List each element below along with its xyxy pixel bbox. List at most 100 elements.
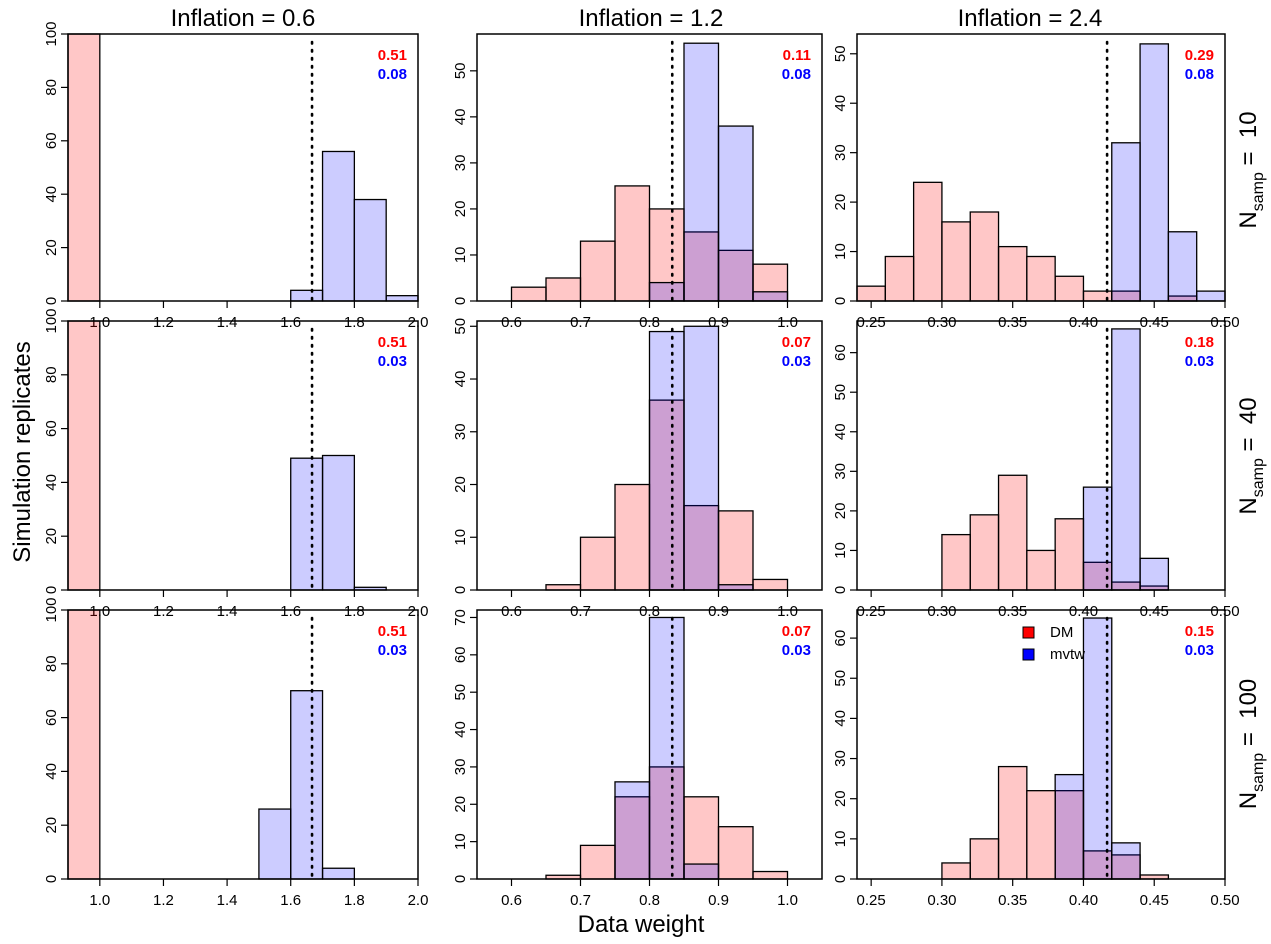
panel-3-3-ytick-label-6: 50 <box>832 670 849 687</box>
column-title-2: Inflation = 1.2 <box>579 5 724 32</box>
panel-3-2-ytick-label-7: 60 <box>452 646 469 663</box>
panel-2-1-stat-dm: 0.51 <box>378 334 407 351</box>
panel-2-2-ytick-label-2: 10 <box>452 529 469 546</box>
panel-3-2-dm-bar-7 <box>752 870 789 880</box>
legend-swatch-dm <box>1022 626 1035 639</box>
panel-1-3-ytick-label-1: 0 <box>832 297 849 305</box>
legend: DM mvtw <box>1022 624 1085 663</box>
panel-3-3-ytick-label-4: 30 <box>832 750 849 767</box>
panel-3-2-dm-bar-4 <box>648 766 685 880</box>
row-label-3: Nsamp = 100 <box>1235 679 1267 810</box>
panel-1-2-xtick-label-2: 0.7 <box>570 314 591 331</box>
panel-1-2-ytick-label-3: 20 <box>452 201 469 218</box>
panel-2-1-stat-mvtw: 0.03 <box>378 353 407 370</box>
panel-2-2-dm-bar-2 <box>579 536 616 591</box>
panel-3-2-ytick-label-5: 40 <box>452 721 469 738</box>
panel-3-3-ytick-label-1: 0 <box>832 875 849 883</box>
panel-2-2-ytick-label-3: 20 <box>452 476 469 493</box>
panel-1-1-stat-dm: 0.51 <box>378 47 407 64</box>
panel-3-1-ytick-label-6: 100 <box>43 597 60 622</box>
panel-1-2-ytick-label-6: 50 <box>452 62 469 79</box>
panel-1-1-mvtw-bar-4 <box>385 295 419 302</box>
panel-3-1-xtick-label-5: 1.8 <box>344 892 365 909</box>
panel-2-2-ytick-label-6: 50 <box>452 318 469 335</box>
panel-1-3-mvtw-bar-1 <box>1111 142 1141 302</box>
panel-2-2-xtick-label-5: 1.0 <box>777 603 798 620</box>
panel-1-3-dm-bar-6 <box>997 245 1028 302</box>
panel-2-2: 0.6 0.7 0.8 0.9 1.0 0 10 20 30 40 50 0.07 0.03 <box>452 318 823 620</box>
panel-1-3-xtick-label-3: 0.35 <box>998 314 1027 331</box>
panel-2-3-mvtw-bar-2 <box>1111 328 1141 591</box>
panel-3-2-dm-bar-2 <box>579 844 616 880</box>
row-label-2: Nsamp = 40 <box>1235 397 1267 514</box>
panel-2-3-ytick-label-6: 50 <box>832 384 849 401</box>
panel-3-3-xtick-label-2: 0.30 <box>927 892 956 909</box>
row-label-1-subscript: samp <box>1250 172 1267 211</box>
panel-2-3-mvtw-bar-3 <box>1139 557 1170 591</box>
x-axis-title: Data weight <box>578 911 705 938</box>
panel-2-1-xtick-label-4: 1.6 <box>280 603 301 620</box>
panel-3-2-mvtw-bar-2 <box>648 616 685 880</box>
panel-1-3-stat-mvtw: 0.08 <box>1185 66 1214 83</box>
panel-1-3-ytick-label-4: 30 <box>832 144 849 161</box>
panel-3-3-stat-mvtw: 0.03 <box>1185 642 1214 659</box>
legend-swatch-mvtw <box>1022 648 1035 661</box>
panel-3-1-xtick-label-3: 1.4 <box>217 892 238 909</box>
legend-label-dm: DM <box>1050 624 1073 641</box>
row-label-3-prefix: N <box>1235 792 1262 809</box>
column-title-1: Inflation = 0.6 <box>171 5 316 32</box>
panel-2-3-ytick-label-4: 30 <box>832 463 849 480</box>
panel-3-3-ytick-label-2: 10 <box>832 831 849 848</box>
panel-1-1-stat-mvtw: 0.08 <box>378 66 407 83</box>
panel-1-2-ytick-label-4: 30 <box>452 155 469 172</box>
row-label-3-subscript: samp <box>1250 753 1267 792</box>
panel-3-3-ytick-label-5: 40 <box>832 710 849 727</box>
panel-3-1-stat-dm: 0.51 <box>378 623 407 640</box>
panel-2-3-xtick-label-3: 0.35 <box>998 603 1027 620</box>
row-label-1: Nsamp = 10 <box>1235 111 1267 228</box>
panel-2-2-mvtw-bar-3 <box>717 584 754 591</box>
panel-1-3-xtick-label-1: 0.25 <box>857 314 886 331</box>
panel-3-2-xtick-label-1: 0.6 <box>501 892 522 909</box>
column-title-3: Inflation = 2.4 <box>958 5 1103 32</box>
panel-2-1-xtick-label-5: 1.8 <box>344 603 365 620</box>
panel-1-2-dm-bar-3 <box>579 240 616 302</box>
panel-1-1-ytick-label-1: 0 <box>43 297 60 305</box>
panel-1-3-stat-dm: 0.29 <box>1185 47 1214 64</box>
panel-3-1-ytick-label-2: 20 <box>43 817 60 834</box>
panel-2-2-stat-mvtw: 0.03 <box>782 353 811 370</box>
panel-2-2-xtick-label-3: 0.8 <box>639 603 660 620</box>
panel-3-3-xtick-label-4: 0.40 <box>1069 892 1098 909</box>
panel-2-1-mvtw-bar-2 <box>321 454 356 591</box>
panel-1-2-stat-mvtw: 0.08 <box>782 66 811 83</box>
panel-3-2-stat-dm: 0.07 <box>782 623 811 640</box>
panel-1-3-dm-bar-3 <box>912 181 943 302</box>
panel-2-1-ytick-label-6: 100 <box>43 308 60 333</box>
panel-3-2-mvtw-bar-1 <box>614 781 651 880</box>
panel-1-1-xtick-label-5: 1.8 <box>344 314 365 331</box>
panels-group: 1.01.21.41.61.82.00204060801000.510.080.… <box>43 21 1240 909</box>
panel-2-3-dm-bar-1 <box>941 533 971 591</box>
panel-2-3-dm-bar-3 <box>997 474 1028 591</box>
panel-1-3-mvtw-bar-4 <box>1196 290 1226 302</box>
panel-2-3-ytick-label-5: 40 <box>832 423 849 440</box>
panel-2-2-dm-bar-7 <box>752 578 789 591</box>
panel-3-1-ytick-label-1: 0 <box>43 875 60 883</box>
panel-2-3-ytick-label-7: 60 <box>832 344 849 361</box>
panel-2-3-xtick-label-2: 0.30 <box>927 603 956 620</box>
panel-3-2-mvtw-bar-3 <box>683 863 720 880</box>
panel-1-1-dm-bar-1 <box>67 33 101 302</box>
panel-2-1-xtick-label-2: 1.2 <box>153 603 174 620</box>
panel-3-3: 0.25 0.30 0.35 0.40 0.45 0.50 0 10 20 30 40 50 60 0.1… <box>832 609 1240 909</box>
panel-3-3-mvtw-bar-1 <box>1054 773 1085 880</box>
panel-3-3-ytick-label-3: 20 <box>832 790 849 807</box>
panel-3-3-dm-bar-3 <box>997 765 1028 880</box>
panel-1-1-ytick-label-2: 20 <box>43 239 60 256</box>
panel-2-3: 0.25 0.30 0.35 0.40 0.45 0.5001020304050600.1… <box>832 320 1240 620</box>
panel-2-3-frame <box>856 320 1226 591</box>
panel-1-2-mvtw-bar-4 <box>752 291 789 302</box>
panel-1-1-ytick-label-4: 60 <box>43 132 60 149</box>
